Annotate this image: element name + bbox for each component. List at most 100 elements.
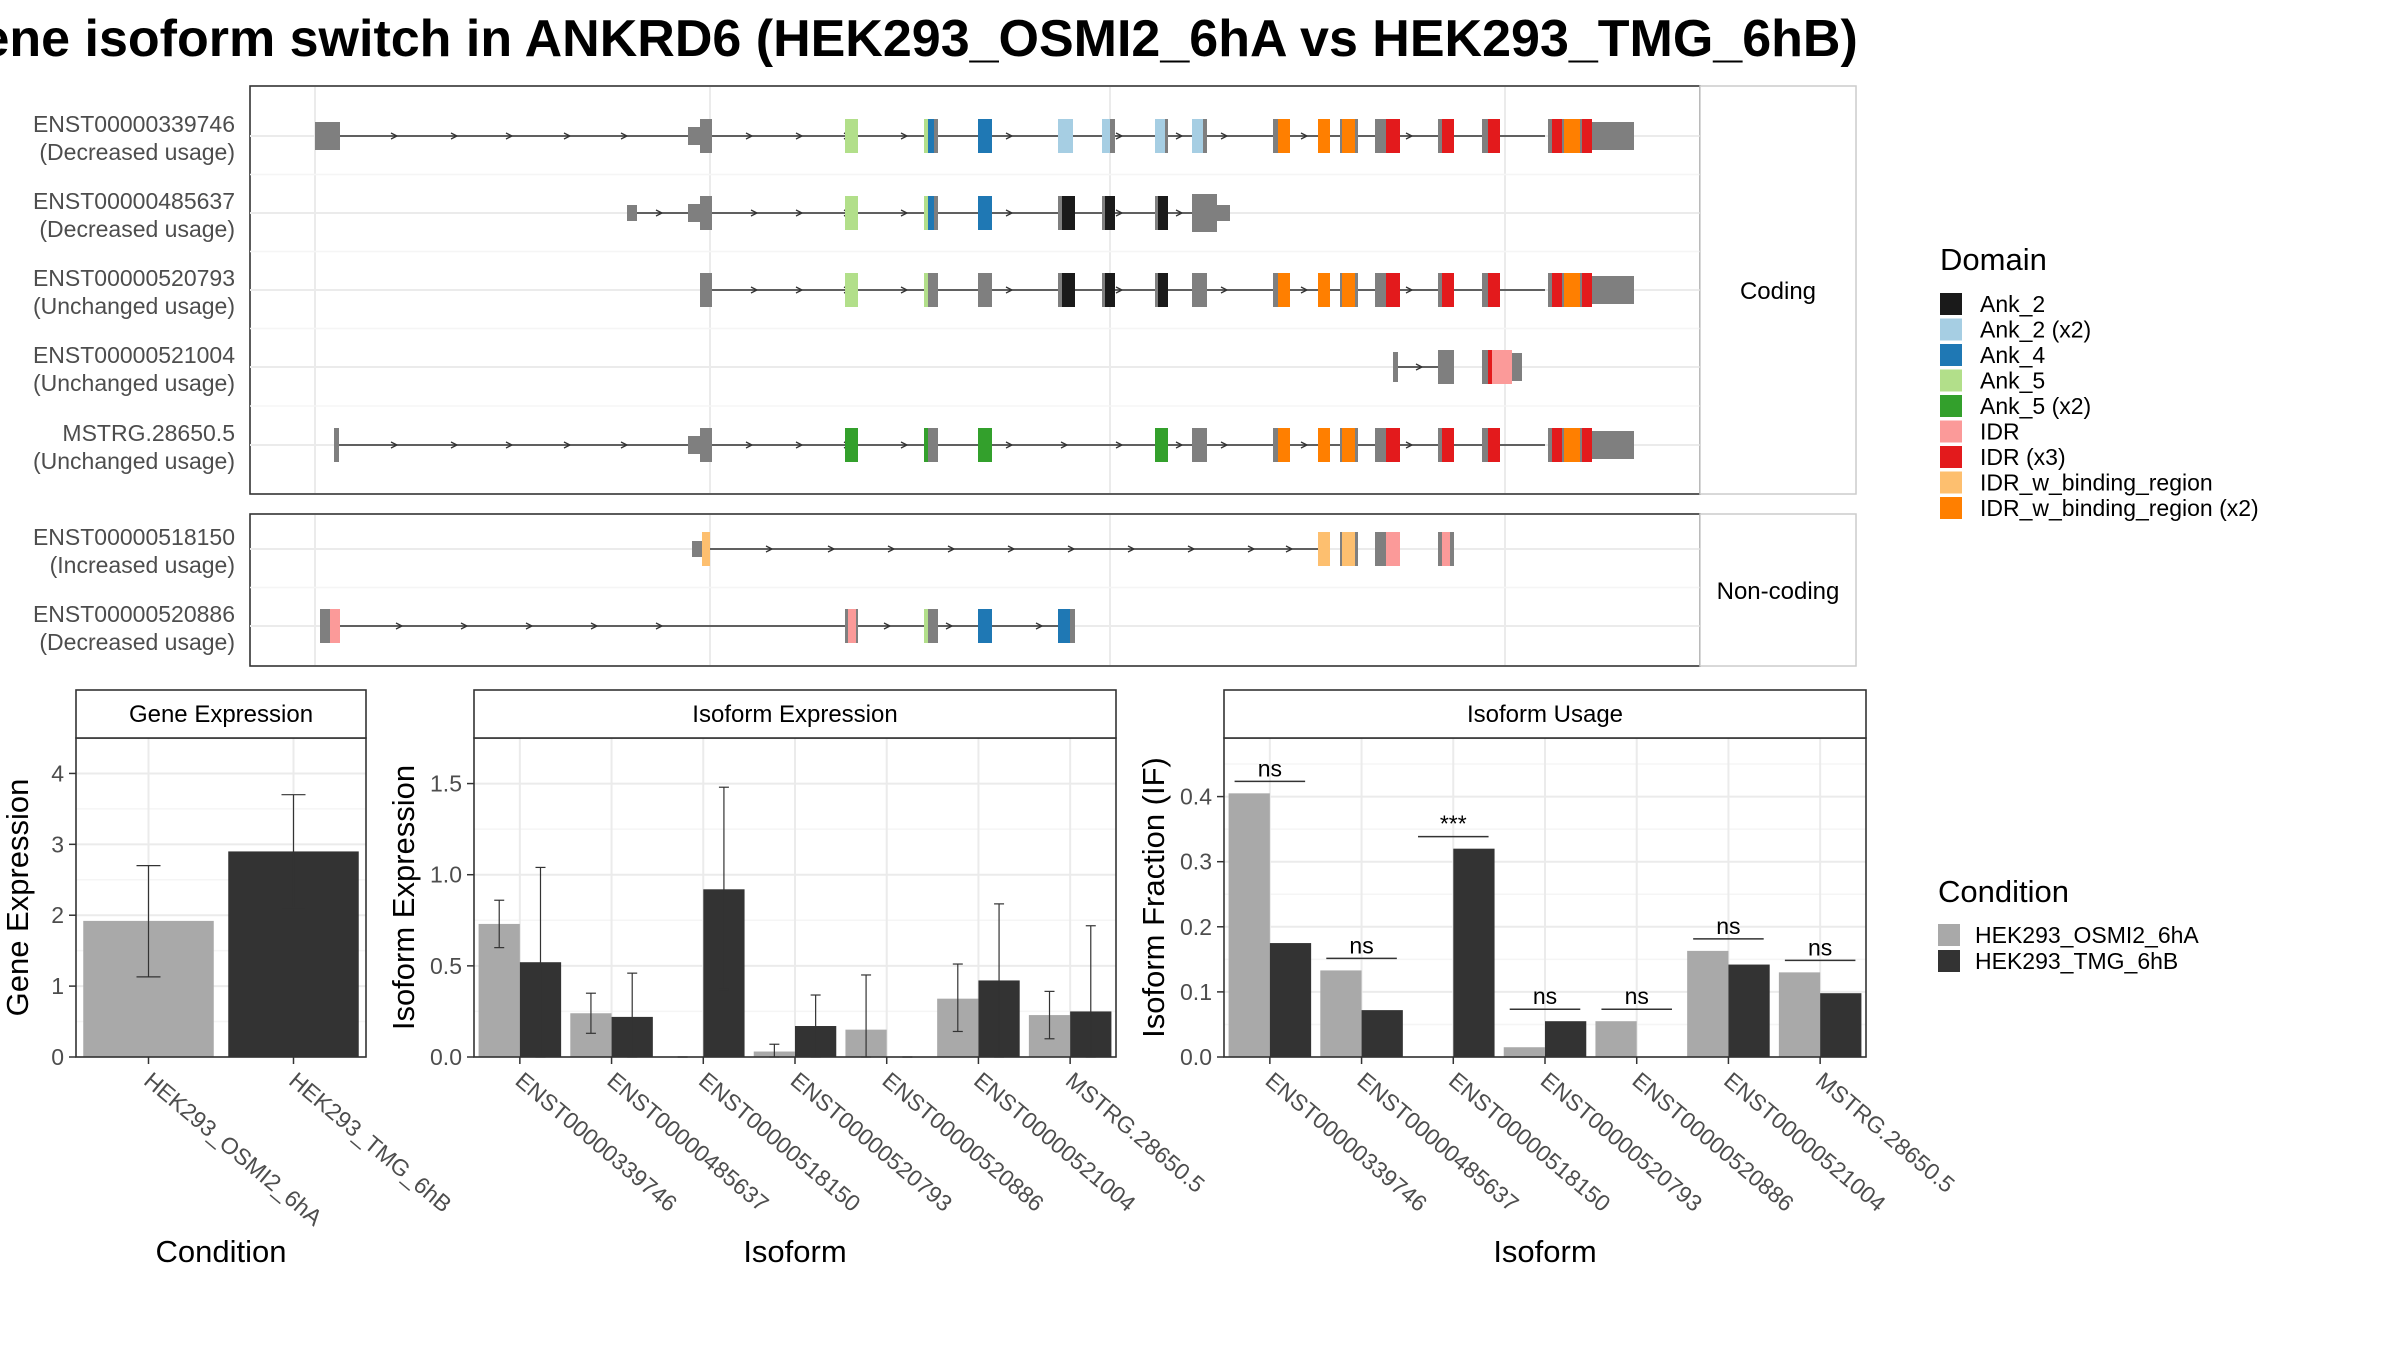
- domain-block: [1318, 119, 1330, 153]
- domain-block: [1552, 428, 1562, 462]
- significance-label: ***: [1440, 811, 1467, 837]
- domain-block: [1062, 196, 1075, 230]
- domain-block: [978, 119, 992, 153]
- domain-legend-key: [1940, 318, 1962, 341]
- domain-block: [1564, 428, 1580, 462]
- domain-block: [1564, 273, 1580, 307]
- domain-legend-title: Domain: [1940, 242, 2047, 277]
- domain-block: [845, 428, 858, 462]
- exon-block: [334, 428, 339, 462]
- intron-direction-arrow: [900, 132, 909, 140]
- exon-block: [978, 273, 992, 307]
- intron-direction-arrow: [1175, 209, 1184, 217]
- domain-legend-key: [1940, 471, 1962, 494]
- intron-direction-arrow: [1115, 209, 1124, 217]
- domain-block: [1062, 273, 1075, 307]
- intron-direction-arrow: [795, 209, 804, 217]
- x-tick-label: ENST00000521004: [1719, 1067, 1891, 1217]
- condition-legend-key: [1938, 924, 1960, 946]
- exon-block: [700, 119, 712, 153]
- domain-block: [1582, 119, 1592, 153]
- domain-block: [1386, 532, 1400, 566]
- intron-direction-arrow: [795, 286, 804, 294]
- intron-direction-arrow: [1405, 441, 1414, 449]
- y-axis-title: Isoform Fraction (IF): [1136, 757, 1171, 1038]
- domain-block: [1386, 273, 1400, 307]
- y-axis-title: Isoform Expression: [386, 765, 421, 1030]
- chart-panel-0: Gene Expression01234HEK293_OSMI2_6hAHEK2…: [0, 689, 457, 1269]
- domain-legend-label: IDR_w_binding_region: [1980, 470, 2213, 496]
- intron-direction-arrow: [947, 545, 956, 553]
- domain-block: [1318, 532, 1330, 566]
- chart-title: Isoform Expression: [692, 701, 897, 728]
- significance-label: ns: [1625, 983, 1649, 1009]
- exon-block: [1192, 428, 1207, 462]
- x-tick-label: ENST00000485637: [602, 1067, 774, 1217]
- intron-direction-arrow: [460, 622, 469, 630]
- isoform-label: ENST00000485637: [33, 188, 235, 214]
- section-label: Non-coding: [1717, 578, 1840, 605]
- condition-legend-title: Condition: [1938, 874, 2069, 909]
- intron-direction-arrow: [1300, 441, 1309, 449]
- domain-block: [1342, 119, 1355, 153]
- exon-block: [1375, 119, 1386, 153]
- significance-label: ns: [1808, 934, 1832, 960]
- domain-block: [1342, 428, 1355, 462]
- expression-charts: Gene Expression01234HEK293_OSMI2_6hAHEK2…: [0, 689, 1960, 1269]
- domain-block: [1582, 273, 1592, 307]
- intron-direction-arrow: [1115, 441, 1124, 449]
- intron-direction-arrow: [1005, 132, 1014, 140]
- section-strip-1: [1699, 513, 1857, 667]
- intron-direction-arrow: [1005, 286, 1014, 294]
- domain-block: [1442, 532, 1450, 566]
- domain-block: [1386, 428, 1400, 462]
- exon-block: [1438, 350, 1454, 384]
- intron-direction-arrow: [745, 441, 754, 449]
- isoform-status: (Increased usage): [50, 552, 235, 578]
- intron-direction-arrow: [1115, 286, 1124, 294]
- y-tick-label: 0.1: [1180, 979, 1212, 1005]
- intron-direction-arrow: [795, 441, 804, 449]
- domain-block: [330, 609, 340, 643]
- intron-direction-arrow: [1060, 441, 1069, 449]
- chart-panel-1: Isoform Expression 0.0 0.5 1.0 1.5 ENST000003…: [386, 689, 1210, 1269]
- domain-block: [924, 119, 928, 153]
- intron-direction-arrow: [887, 545, 896, 553]
- bar: [1503, 1047, 1545, 1057]
- bar: [1228, 793, 1270, 1057]
- domain-block: [1278, 273, 1290, 307]
- domain-block: [928, 196, 934, 230]
- intron-direction-arrow: [900, 441, 909, 449]
- domain-block: [924, 428, 928, 462]
- exon-block: [700, 196, 712, 230]
- intron-direction-arrow: [883, 622, 892, 630]
- intron-direction-arrow: [750, 286, 759, 294]
- domain-legend-key: [1940, 497, 1962, 519]
- x-tick-label: ENST00000518150: [694, 1067, 866, 1217]
- structure-panel-1: [249, 513, 1701, 667]
- bar: [1728, 964, 1770, 1057]
- domain-block: [978, 428, 992, 462]
- intron-direction-arrow: [655, 209, 664, 217]
- domain-block: [848, 609, 856, 643]
- exon-block: [1512, 353, 1522, 381]
- x-tick-label: ENST00000520793: [1536, 1067, 1708, 1217]
- intron-direction-arrow: [505, 441, 514, 449]
- domain-block: [1488, 428, 1500, 462]
- bar: [1545, 1021, 1587, 1057]
- intron-direction-arrow: [450, 132, 459, 140]
- x-tick-label: HEK293_TMG_6hB: [284, 1067, 456, 1218]
- bar: [1453, 848, 1495, 1057]
- exon-block: [700, 273, 712, 307]
- domain-block: [1158, 196, 1168, 230]
- intron-direction-arrow: [1115, 132, 1124, 140]
- y-tick-label: 4: [51, 760, 64, 786]
- domain-block: [1318, 273, 1330, 307]
- domain-legend-label: Ank_5: [1980, 368, 2045, 394]
- domain-block: [1442, 428, 1454, 462]
- chart-strip: [1223, 689, 1867, 739]
- exon-block: [1192, 194, 1217, 232]
- isoform-label: ENST00000520886: [33, 601, 235, 627]
